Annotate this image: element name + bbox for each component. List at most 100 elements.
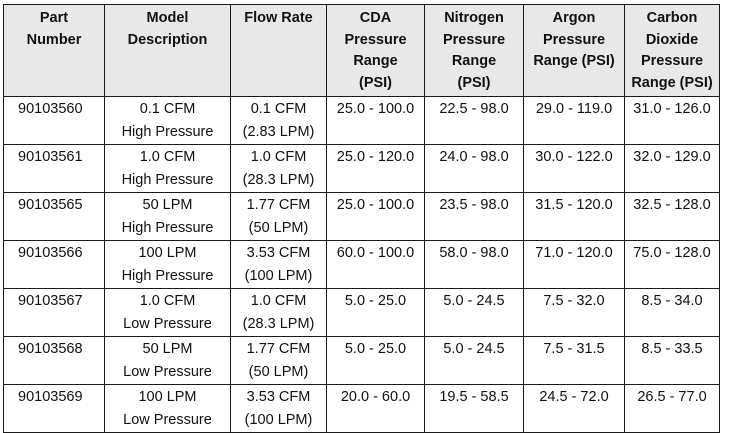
header-text-line: Range (PSI) bbox=[533, 53, 615, 69]
flow-rate-cell-text: (100 LPM) bbox=[244, 412, 313, 428]
model-description-cell: 0.1 CFM High Pressure bbox=[104, 96, 231, 145]
flow-rate-cell-text: (2.83 LPM) bbox=[242, 124, 315, 140]
cda-range-cell: 25.0 - 100.0 bbox=[326, 96, 425, 145]
flow-rate-cell-text: 3.53 CFM bbox=[246, 245, 311, 261]
model-description-cell-text: Low Pressure bbox=[123, 412, 212, 428]
model-description-cell: 1.0 CFM High Pressure bbox=[104, 144, 231, 193]
model-description-cell: 50 LPM High Pressure bbox=[104, 192, 231, 241]
argon-range-cell-text: 31.5 - 120.0 bbox=[535, 197, 613, 213]
model-description-cell-text: Low Pressure bbox=[123, 316, 212, 332]
co2-range-cell-text: 8.5 - 34.0 bbox=[641, 293, 703, 309]
table-row: 90103568 50 LPM Low Pressure 1.77 CFM (50 LP… bbox=[3, 336, 720, 385]
flow-rate-cell: 1.77 CFM (50 LPM) bbox=[230, 336, 327, 385]
model-description-cell-text: 1.0 CFM bbox=[139, 149, 196, 165]
part-number-cell: 90103566 bbox=[3, 240, 105, 289]
model-description-cell: 1.0 CFM Low Pressure bbox=[104, 288, 231, 337]
argon-range-cell-text: 7.5 - 32.0 bbox=[543, 293, 605, 309]
part-number-cell-text: 90103566 bbox=[18, 245, 83, 261]
nitrogen-range-cell: 23.5 - 98.0 bbox=[424, 192, 524, 241]
part-number-cell-text: 90103569 bbox=[18, 389, 83, 405]
nitrogen-range-cell-text: 58.0 - 98.0 bbox=[439, 245, 509, 261]
nitrogen-pressure-header: Nitrogen Pressure Range (PSI) bbox=[424, 4, 524, 97]
flow-rate-cell-text: (28.3 LPM) bbox=[242, 316, 315, 332]
flow-rate-cell-text: 0.1 CFM bbox=[250, 101, 307, 117]
header-text-line: (PSI) bbox=[358, 74, 393, 91]
table-body: 90103560 0.1 CFM High Pressure 0.1 CFM (2.83… bbox=[3, 96, 720, 433]
header-text-line: CDA bbox=[359, 10, 392, 26]
table-row: 90103569 100 LPM Low Pressure 3.53 CFM (100 … bbox=[3, 384, 720, 433]
argon-range-cell: 71.0 - 120.0 bbox=[523, 240, 625, 289]
argon-range-cell-text: 24.5 - 72.0 bbox=[539, 389, 609, 405]
nitrogen-range-cell: 5.0 - 24.5 bbox=[424, 288, 524, 337]
nitrogen-range-cell-text: 23.5 - 98.0 bbox=[439, 197, 509, 213]
header-text-line: Pressure bbox=[542, 31, 606, 48]
part-number-cell-text: 90103565 bbox=[18, 197, 83, 213]
argon-range-cell-text: 7.5 - 31.5 bbox=[543, 341, 605, 357]
part-number-header: Part Number bbox=[3, 4, 105, 97]
co2-range-cell-text: 26.5 - 77.0 bbox=[637, 389, 707, 405]
flow-rate-cell: 3.53 CFM (100 LPM) bbox=[230, 240, 327, 289]
nitrogen-range-cell-text: 22.5 - 98.0 bbox=[439, 101, 509, 117]
argon-range-cell: 29.0 - 119.0 bbox=[523, 96, 625, 145]
cda-range-cell-text: 5.0 - 25.0 bbox=[344, 341, 407, 357]
cda-pressure-header: CDA Pressure Range (PSI) bbox=[326, 4, 425, 97]
nitrogen-range-cell: 5.0 - 24.5 bbox=[424, 336, 524, 385]
argon-range-cell: 30.0 - 122.0 bbox=[523, 144, 625, 193]
argon-range-cell: 7.5 - 32.0 bbox=[523, 288, 625, 337]
flow-rate-cell-text: 3.53 CFM bbox=[246, 389, 311, 405]
cda-range-cell: 25.0 - 120.0 bbox=[326, 144, 425, 193]
header-text-line: (PSI) bbox=[457, 74, 491, 91]
header-text-line: Number bbox=[26, 31, 82, 48]
header-text-line: Pressure bbox=[640, 53, 704, 69]
co2-range-cell: 75.0 - 128.0 bbox=[624, 240, 720, 289]
argon-range-cell: 7.5 - 31.5 bbox=[523, 336, 625, 385]
header-text-line: Description bbox=[127, 31, 208, 48]
co2-pressure-header: Carbon Dioxide Pressure Range (PSI) bbox=[624, 4, 720, 97]
model-description-cell-text: 100 LPM bbox=[138, 245, 197, 261]
cda-range-cell: 5.0 - 25.0 bbox=[326, 336, 425, 385]
nitrogen-range-cell-text: 5.0 - 24.5 bbox=[443, 341, 505, 357]
part-number-cell: 90103568 bbox=[3, 336, 105, 385]
model-description-cell-text: High Pressure bbox=[121, 124, 214, 140]
header-text-line: Dioxide bbox=[645, 31, 699, 48]
header-text-line: Argon bbox=[552, 10, 596, 26]
header-text-line: Range bbox=[451, 53, 497, 69]
nitrogen-range-cell: 19.5 - 58.5 bbox=[424, 384, 524, 433]
header-text-line: Model bbox=[146, 10, 189, 26]
argon-range-cell: 24.5 - 72.0 bbox=[523, 384, 625, 433]
cda-range-cell: 25.0 - 100.0 bbox=[326, 192, 425, 241]
co2-range-cell-text: 32.0 - 129.0 bbox=[633, 149, 711, 165]
flow-rate-cell-text: (28.3 LPM) bbox=[242, 172, 315, 188]
cda-range-cell: 20.0 - 60.0 bbox=[326, 384, 425, 433]
co2-range-cell: 32.5 - 128.0 bbox=[624, 192, 720, 241]
flow-rate-cell-text: 1.77 CFM bbox=[246, 197, 311, 213]
model-description-cell-text: High Pressure bbox=[121, 172, 214, 188]
model-description-cell-text: 50 LPM bbox=[142, 197, 193, 213]
flow-rate-cell: 0.1 CFM (2.83 LPM) bbox=[230, 96, 327, 145]
part-number-cell: 90103565 bbox=[3, 192, 105, 241]
argon-range-cell: 31.5 - 120.0 bbox=[523, 192, 625, 241]
nitrogen-range-cell-text: 24.0 - 98.0 bbox=[439, 149, 509, 165]
header-text-line: Flow Rate bbox=[244, 10, 313, 26]
flow-rate-cell-text: 1.0 CFM bbox=[250, 293, 307, 309]
part-number-cell-text: 90103568 bbox=[18, 341, 83, 357]
nitrogen-range-cell: 24.0 - 98.0 bbox=[424, 144, 524, 193]
model-description-cell-text: 0.1 CFM bbox=[139, 101, 196, 117]
co2-range-cell: 8.5 - 33.5 bbox=[624, 336, 720, 385]
header-text-line: Pressure bbox=[442, 31, 506, 48]
flow-rate-cell: 3.53 CFM (100 LPM) bbox=[230, 384, 327, 433]
co2-range-cell: 31.0 - 126.0 bbox=[624, 96, 720, 145]
model-description-cell-text: 50 LPM bbox=[142, 341, 193, 357]
model-description-header: Model Description bbox=[104, 4, 231, 97]
model-description-cell-text: 100 LPM bbox=[138, 389, 197, 405]
flow-rate-cell-text: 1.77 CFM bbox=[246, 341, 311, 357]
argon-range-cell-text: 29.0 - 119.0 bbox=[535, 101, 613, 117]
argon-pressure-header: Argon Pressure Range (PSI) bbox=[523, 4, 625, 97]
cda-range-cell-text: 60.0 - 100.0 bbox=[336, 245, 415, 261]
flow-rate-cell-text: (50 LPM) bbox=[248, 220, 309, 236]
flow-rate-cell: 1.0 CFM (28.3 LPM) bbox=[230, 144, 327, 193]
model-description-cell-text: High Pressure bbox=[121, 220, 214, 236]
spec-table-container: Part Number Model Description Flow Rate CDA Pr… bbox=[3, 4, 720, 433]
flow-rate-header: Flow Rate bbox=[230, 4, 327, 97]
table-row: 90103565 50 LPM High Pressure 1.77 CFM (50 L… bbox=[3, 192, 720, 241]
